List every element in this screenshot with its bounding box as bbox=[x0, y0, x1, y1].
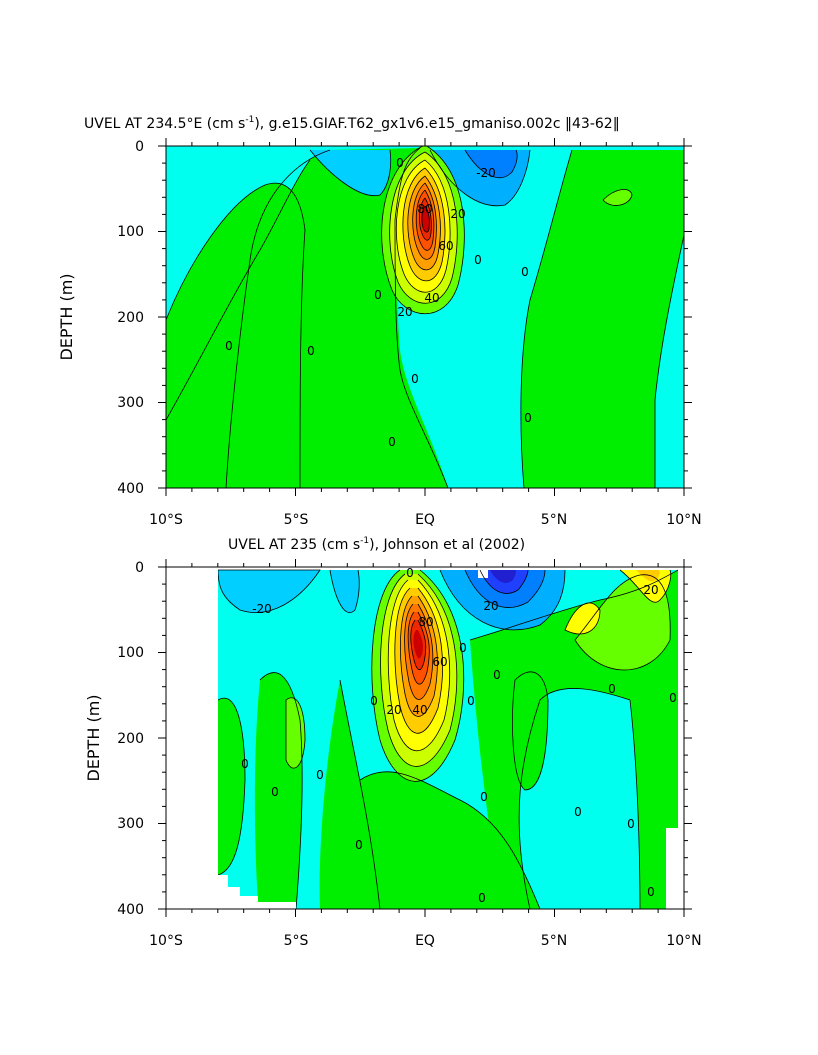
top-contour-label: 40 bbox=[424, 291, 439, 305]
top-contour-label: 20 bbox=[450, 207, 465, 221]
top-x-tick-label: 10°N bbox=[666, 512, 701, 528]
bottom-x-tick-labels: 10°S 5°S EQ 5°N 10°N bbox=[149, 933, 702, 949]
top-y-tick-label: 200 bbox=[117, 310, 144, 326]
bottom-contour-label: 0 bbox=[370, 694, 378, 708]
top-x-tick-label: 5°S bbox=[284, 512, 309, 528]
top-x-tick-label: 10°S bbox=[149, 512, 183, 528]
top-contour-label: 0 bbox=[521, 265, 529, 279]
bottom-x-tick-label: EQ bbox=[415, 933, 435, 949]
bottom-x-tick-label: 5°S bbox=[284, 933, 309, 949]
bottom-contour-label: 20 bbox=[483, 599, 498, 613]
bottom-x-tick-label: 10°S bbox=[149, 933, 183, 949]
top-contour-label: 0 bbox=[388, 435, 396, 449]
top-contour-label: 0 bbox=[474, 253, 482, 267]
bottom-contour-label: 0 bbox=[241, 757, 249, 771]
top-contour-field: 0 -20 80 20 60 40 20 0 0 0 0 0 0 0 0 bbox=[166, 146, 684, 488]
top-contour-label: 0 bbox=[374, 288, 382, 302]
bottom-contour-label: 60 bbox=[432, 655, 447, 669]
bottom-y-tick-label: 0 bbox=[135, 560, 144, 576]
bottom-y-tick-label: 200 bbox=[117, 731, 144, 747]
bottom-contour-label: 0 bbox=[627, 817, 635, 831]
bottom-contour-label: 0 bbox=[316, 768, 324, 782]
bottom-contour-label: 20 bbox=[643, 583, 658, 597]
top-contour-label: 80 bbox=[417, 202, 432, 216]
top-contour-label: 20 bbox=[397, 305, 412, 319]
top-y-tick-label: 400 bbox=[117, 481, 144, 497]
top-y-tick-label: 300 bbox=[117, 395, 144, 411]
top-x-tick-labels: 10°S 5°S EQ 5°N 10°N bbox=[149, 512, 702, 528]
top-panel: UVEL AT 234.5°E (cm s-1), g.e15.GIAF.T62… bbox=[57, 115, 702, 528]
top-panel-title: UVEL AT 234.5°E (cm s-1), g.e15.GIAF.T62… bbox=[84, 115, 620, 132]
bottom-contour-label: 80 bbox=[418, 615, 433, 629]
bottom-contour-label: -20 bbox=[252, 602, 272, 616]
bottom-contour-label: 40 bbox=[412, 703, 427, 717]
bottom-x-tick-label: 5°N bbox=[541, 933, 567, 949]
bottom-y-tick-labels: 0 100 200 300 400 bbox=[117, 560, 144, 918]
bottom-contour-label: 0 bbox=[467, 694, 475, 708]
top-contour-label: 0 bbox=[411, 372, 419, 386]
bottom-contour-label: 0 bbox=[355, 838, 363, 852]
bottom-contour-label: 0 bbox=[647, 885, 655, 899]
bottom-contour-label: 0 bbox=[478, 891, 486, 905]
bottom-contour-label: 0 bbox=[493, 668, 501, 682]
top-contour-label: 0 bbox=[396, 156, 404, 170]
bottom-y-tick-label: 400 bbox=[117, 902, 144, 918]
bottom-contour-label: 0 bbox=[669, 691, 677, 705]
top-y-tick-labels: 0 100 200 300 400 bbox=[117, 139, 144, 497]
bottom-contour-label: 0 bbox=[271, 785, 279, 799]
bottom-axis-ticks bbox=[158, 559, 692, 917]
top-x-tick-label: 5°N bbox=[541, 512, 567, 528]
bottom-contour-label: 0 bbox=[406, 566, 414, 580]
top-contour-label: 0 bbox=[225, 339, 233, 353]
bottom-contour-label: 0 bbox=[608, 682, 616, 696]
top-contour-label: 60 bbox=[438, 239, 453, 253]
bottom-x-tick-label: 10°N bbox=[666, 933, 701, 949]
bottom-panel: UVEL AT 235 (cm s-1), Johnson et al (200… bbox=[84, 536, 702, 949]
bottom-panel-title: UVEL AT 235 (cm s-1), Johnson et al (200… bbox=[228, 536, 525, 553]
bottom-contour-label: 0 bbox=[574, 805, 582, 819]
bottom-contour-label: 20 bbox=[386, 703, 401, 717]
top-y-tick-label: 0 bbox=[135, 139, 144, 155]
top-contour-label: 0 bbox=[524, 411, 532, 425]
bottom-contour-label: 0 bbox=[459, 641, 467, 655]
top-contour-label: -20 bbox=[476, 166, 496, 180]
top-y-tick-label: 100 bbox=[117, 224, 144, 240]
top-x-tick-label: EQ bbox=[415, 512, 435, 528]
bottom-contour-field: 0 -20 80 60 40 20 20 20 0 0 0 0 0 0 0 0 … bbox=[166, 566, 684, 909]
top-contour-label: 0 bbox=[307, 344, 315, 358]
top-y-axis-label: DEPTH (m) bbox=[57, 273, 76, 360]
bottom-y-tick-label: 300 bbox=[117, 816, 144, 832]
top-axis-ticks bbox=[158, 138, 692, 496]
bottom-y-tick-label: 100 bbox=[117, 645, 144, 661]
bottom-contour-label: 0 bbox=[480, 790, 488, 804]
bottom-y-axis-label: DEPTH (m) bbox=[84, 694, 103, 781]
